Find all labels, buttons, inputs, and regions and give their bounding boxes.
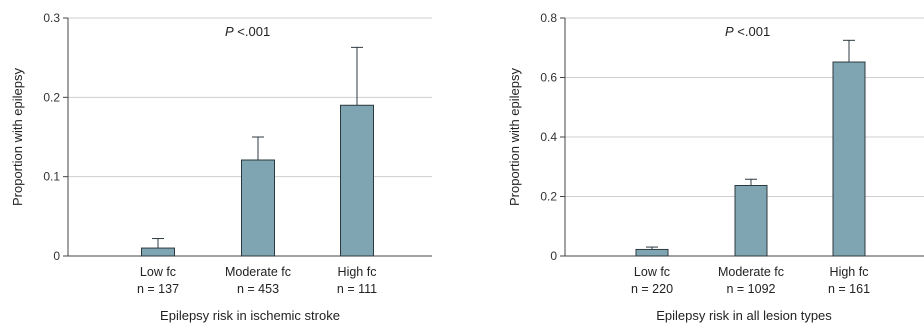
y-tick-label: 0.1 (43, 170, 60, 184)
p-value-symbol: P (725, 24, 734, 39)
category-label: Moderate fc (225, 265, 291, 279)
bar (832, 61, 866, 257)
category-n-label: n = 220 (631, 282, 673, 296)
y-tick-label: 0 (550, 249, 557, 263)
category-n-label: n = 161 (828, 282, 870, 296)
y-tick-label: 0.8 (540, 11, 557, 25)
bar (241, 159, 275, 257)
category-label: Moderate fc (718, 265, 784, 279)
y-axis-title: Proportion with epilepsy (507, 67, 522, 206)
y-tick-label: 0.2 (43, 90, 60, 104)
y-tick-label: 0.4 (540, 130, 557, 144)
x-axis-title: Epilepsy risk in ischemic stroke (160, 308, 340, 323)
y-tick-label: 0.6 (540, 71, 557, 85)
category-n-label: n = 1092 (726, 282, 775, 296)
p-value-text: <.001 (234, 24, 271, 39)
p-value-annotation: P <.001 (725, 24, 770, 39)
category-n-label: n = 453 (237, 282, 279, 296)
chart-panel-2: 0 0.2 0.4 0.6 0.8 Proportion with epilepsy P <… (507, 11, 924, 323)
y-axis-title: Proportion with epilepsy (10, 67, 25, 206)
bar (635, 248, 669, 257)
category-label: High fc (830, 265, 869, 279)
category-label: High fc (338, 265, 377, 279)
y-tick-label: 0.3 (43, 11, 60, 25)
y-tick-label: 0 (53, 249, 60, 263)
p-value-text: <.001 (734, 24, 771, 39)
p-value-symbol: P (225, 24, 234, 39)
category-n-label: n = 137 (137, 282, 179, 296)
bar (734, 184, 768, 257)
chart-panel-1: 0 0.1 0.2 0.3 Proportion with epilepsy P <.00… (10, 11, 432, 323)
y-tick-label: 0.2 (540, 190, 557, 204)
category-label: Low fc (140, 265, 176, 279)
category-label: Low fc (634, 265, 670, 279)
p-value-annotation: P <.001 (225, 24, 270, 39)
bar (340, 104, 374, 257)
x-axis-title: Epilepsy risk in all lesion types (656, 308, 832, 323)
category-n-label: n = 111 (337, 282, 377, 296)
bar (141, 247, 175, 257)
